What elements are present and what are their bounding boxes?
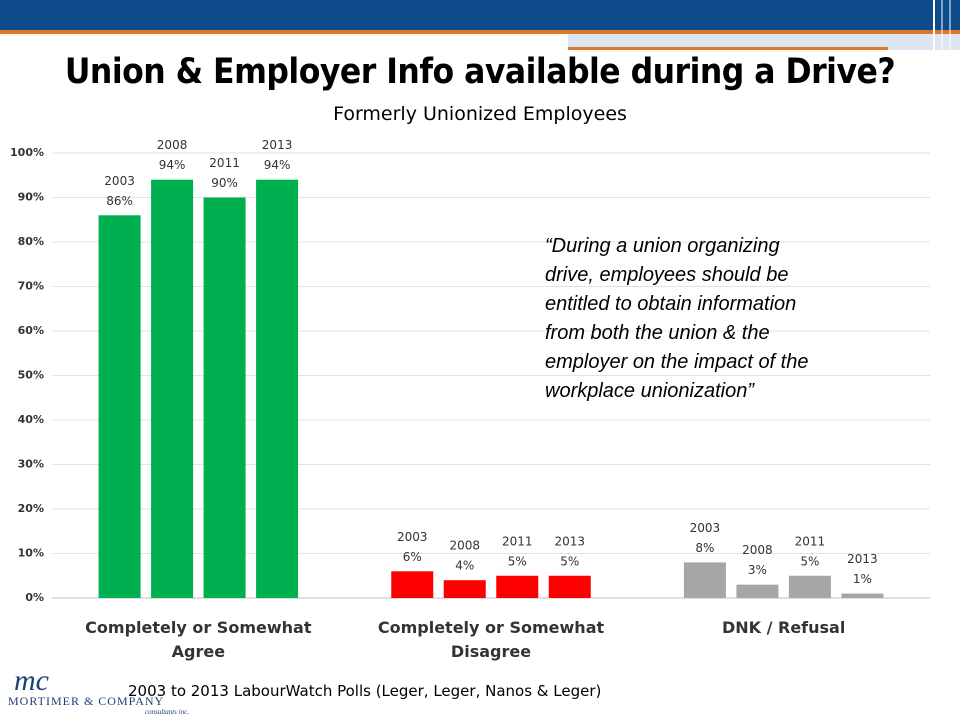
data-label: 5% (560, 554, 579, 568)
y-tick-label: 100% (10, 146, 44, 159)
y-tick-label: 70% (18, 280, 44, 293)
quote-line: workplace unionization” (545, 380, 755, 402)
header-stripe (0, 30, 960, 34)
subtitle: Formerly Unionized Employees (333, 103, 627, 125)
logo-mark: mc (14, 664, 49, 697)
data-label: 4% (455, 559, 474, 573)
data-label-series: 2008 (742, 543, 773, 557)
quote: “During a union organizing drive, employe… (545, 232, 808, 406)
x-tick-label: Completely or Somewhat Disagree (377, 618, 605, 661)
x-tick-label: DNK / Refusal (721, 618, 846, 637)
bar (151, 179, 194, 598)
logo-name: MORTIMER & COMPANY (8, 694, 165, 708)
quote-line: drive, employees should be (545, 264, 789, 286)
y-tick-label: 80% (18, 235, 44, 248)
quote-line: entitled to obtain information (545, 293, 797, 315)
data-label: 5% (800, 554, 819, 568)
y-tick-label: 20% (18, 502, 44, 515)
data-label-series: 2013 (554, 534, 585, 548)
y-tick-label: 50% (18, 369, 44, 382)
data-label-series: 2011 (795, 534, 826, 548)
data-label-series: 2008 (449, 539, 480, 553)
data-label: 3% (748, 563, 767, 577)
data-label: 8% (695, 541, 714, 555)
bar (98, 215, 141, 599)
bar (788, 575, 831, 598)
quote-line: from both the union & the (545, 322, 770, 344)
data-label-series: 2011 (209, 156, 240, 170)
bar (256, 179, 299, 598)
bar (548, 575, 591, 598)
bar (443, 580, 486, 598)
data-label: 1% (853, 572, 872, 586)
data-label: 86% (106, 194, 133, 208)
quote-line: employer on the impact of the (545, 351, 809, 373)
source: 2003 to 2013 LabourWatch Polls (Leger, L… (128, 682, 602, 700)
logo-tagline: consultants inc. (145, 708, 189, 716)
bar (736, 584, 779, 598)
data-label: 90% (211, 176, 238, 190)
header-lines (933, 0, 951, 50)
quote-line: “During a union organizing (545, 235, 780, 257)
data-label-series: 2003 (690, 521, 721, 535)
data-label-series: 2008 (157, 138, 188, 152)
bar (391, 571, 434, 598)
bar (683, 562, 726, 598)
data-label: 6% (403, 550, 422, 564)
title: Union & Employer Info available during a… (64, 52, 896, 92)
y-tick-label: 90% (18, 191, 44, 204)
y-tick-label: 30% (18, 458, 44, 471)
header-tab-line (568, 47, 888, 50)
data-label-series: 2003 (104, 174, 135, 188)
header-tab (568, 34, 960, 50)
data-label: 94% (264, 158, 291, 172)
bar (496, 575, 539, 598)
header-bar (0, 0, 960, 30)
y-tick-label: 40% (18, 413, 44, 426)
y-tick-label: 10% (18, 547, 44, 560)
data-label-series: 2013 (262, 138, 293, 152)
data-label: 5% (508, 554, 527, 568)
data-label-series: 2013 (847, 552, 878, 566)
bar (203, 197, 246, 598)
y-tick-label: 60% (18, 324, 44, 337)
data-label-series: 2003 (397, 530, 428, 544)
data-label: 94% (159, 158, 186, 172)
data-label-series: 2011 (502, 534, 533, 548)
x-tick-label: Completely or Somewhat Agree (85, 618, 312, 661)
bar (841, 593, 884, 598)
y-tick-label: 0% (25, 591, 44, 604)
